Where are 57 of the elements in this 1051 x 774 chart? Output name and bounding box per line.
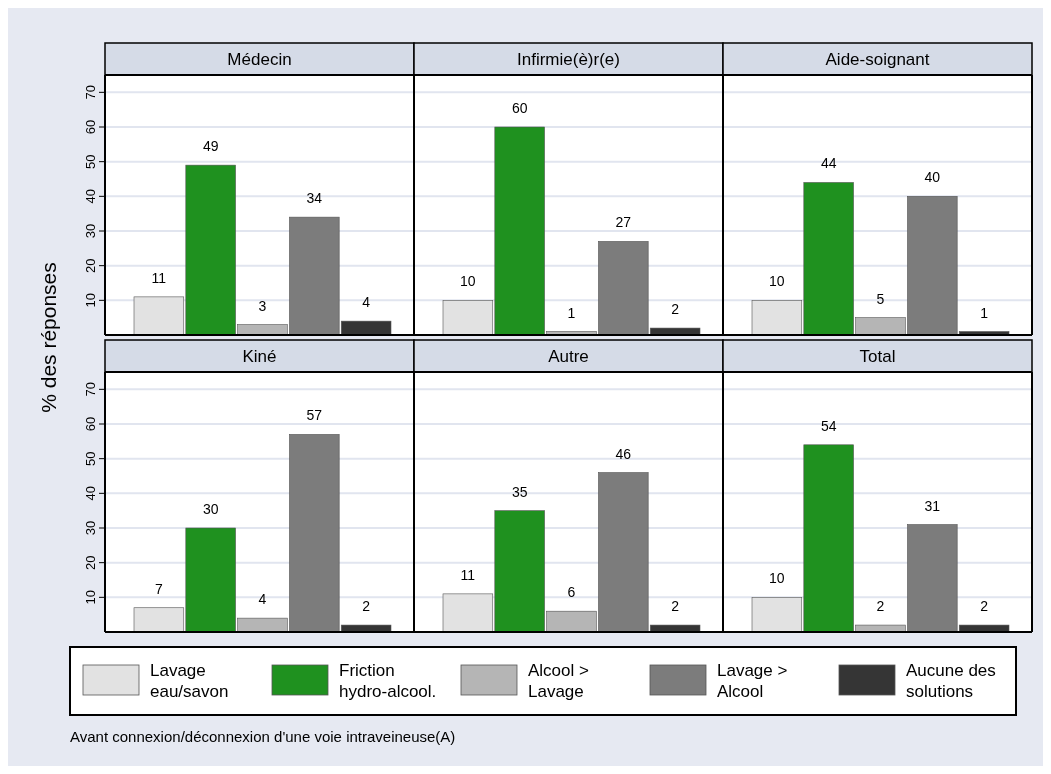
y-tick-label: 40	[83, 189, 98, 204]
data-label: 40	[924, 169, 941, 186]
data-label: 4	[258, 591, 267, 608]
data-label: 2	[671, 301, 680, 318]
legend-label: Aucune des solutions	[906, 661, 996, 701]
data-label: 11	[151, 269, 167, 286]
y-tick-label: 10	[83, 293, 98, 308]
y-tick-label: 60	[83, 119, 98, 135]
data-label: 7	[154, 580, 163, 597]
data-label: 27	[615, 214, 632, 231]
data-label: 6	[567, 584, 576, 601]
data-label: 49	[202, 138, 219, 155]
data-label: 30	[202, 501, 219, 517]
y-tick-label: 70	[83, 382, 98, 397]
data-label: 1	[567, 304, 576, 321]
data-label: 35	[511, 483, 528, 500]
x-tick-label: Médecin	[227, 50, 292, 69]
data-label: 2	[362, 598, 371, 615]
y-tick-label: 20	[83, 258, 98, 273]
y-tick-label: 50	[83, 451, 98, 466]
y-tick-label: 60	[83, 416, 98, 432]
data-label: 11	[460, 566, 476, 583]
data-label: 60	[511, 100, 528, 116]
legend-label: Lavage eau/savon	[150, 661, 229, 701]
x-tick-label: Kiné	[242, 347, 277, 366]
y-tick-label: 40	[83, 486, 98, 501]
x-tick-label: Aide-soignant	[825, 50, 930, 69]
legend-label: Alcool > Lavage	[528, 661, 590, 701]
data-label: 10	[460, 273, 476, 290]
legend-label: Friction hydro-alcool.	[339, 661, 437, 701]
y-axis-title: % des réponses	[37, 262, 60, 413]
y-tick-label: 30	[83, 520, 98, 536]
x-tick-label: Infirmie(è)r(e)	[517, 50, 620, 69]
data-label: 46	[615, 445, 632, 462]
y-tick-label: 50	[83, 154, 98, 169]
y-tick-label: 10	[83, 590, 98, 605]
data-label: 5	[876, 290, 885, 307]
data-label: 2	[876, 598, 885, 615]
data-label: 3	[258, 297, 267, 314]
data-label: 34	[306, 190, 323, 207]
y-tick-label: 20	[83, 555, 98, 570]
data-label: 2	[671, 598, 680, 615]
text: Avant connexion/déconnexion d'une voie intraveineuse(A)	[70, 728, 456, 745]
x-tick-label: Autre	[548, 347, 589, 366]
data-label: 1	[980, 304, 989, 321]
data-label: 57	[306, 407, 323, 424]
data-label: 44	[820, 155, 837, 172]
data-label: 10	[769, 273, 785, 290]
data-label: 2	[980, 598, 989, 615]
y-tick-label: 30	[83, 223, 98, 239]
data-label: 10	[769, 570, 785, 587]
data-label: 54	[820, 417, 837, 434]
y-tick-label: 70	[83, 85, 98, 100]
data-label: 31	[924, 497, 941, 514]
data-label: 4	[362, 294, 371, 311]
legend-label: Lavage > Alcool	[717, 661, 788, 701]
x-tick-label: Total	[859, 347, 896, 366]
